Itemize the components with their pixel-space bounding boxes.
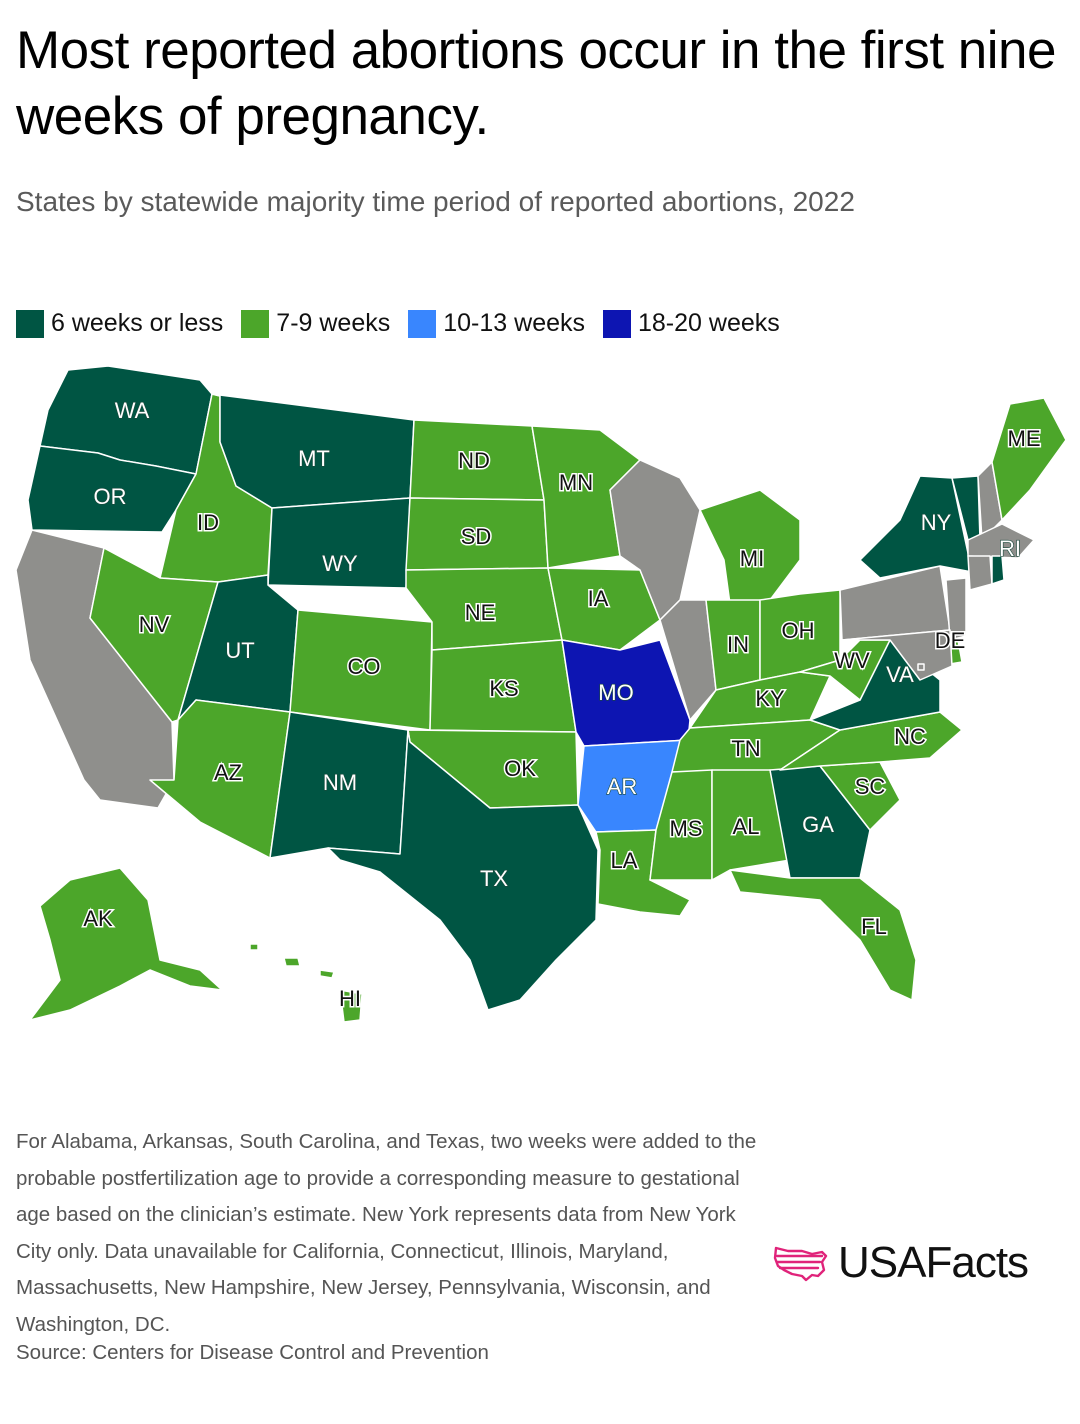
legend-swatch: [16, 309, 44, 338]
state-label-ms: MS: [670, 816, 703, 841]
state-nc: [779, 711, 963, 771]
us-choropleth-map: WA OR ID NV MT WY UT AZ CO NM ND SD NE KS OK TX MN IA MO AR…: [15, 365, 1067, 1023]
state-label-ar: AR: [607, 774, 638, 799]
state-hi: [249, 943, 363, 1023]
state-label-ia: IA: [588, 586, 609, 611]
state-label-az: AZ: [214, 760, 242, 785]
state-al: [711, 769, 791, 881]
legend-label: 10-13 weeks: [443, 309, 585, 337]
state-ak: [29, 867, 223, 1021]
state-dc: [917, 663, 925, 671]
state-label-ny: NY: [921, 510, 952, 535]
state-label-mn: MN: [559, 470, 593, 495]
state-label-de: DE: [935, 628, 966, 653]
state-label-nd: ND: [458, 448, 490, 473]
state-label-la: LA: [611, 848, 638, 873]
legend-label: 18-20 weeks: [638, 309, 780, 337]
legend-item: 6 weeks or less: [16, 309, 223, 338]
state-label-ri: RI: [999, 536, 1021, 561]
legend-swatch: [241, 309, 270, 338]
state-label-mt: MT: [298, 446, 330, 471]
legend: 6 weeks or less 7-9 weeks 10-13 weeks 18…: [16, 309, 798, 338]
state-me: [991, 397, 1067, 521]
state-label-fl: FL: [861, 914, 887, 939]
state-label-or: OR: [94, 484, 127, 509]
state-tx: [327, 729, 599, 1011]
usafacts-logo: USAFacts: [772, 1238, 1029, 1288]
chart-subtitle: States by statewide majority time period…: [16, 186, 855, 217]
state-label-sc: SC: [855, 774, 886, 799]
state-ia: [547, 567, 661, 651]
state-label-tn: TN: [731, 736, 760, 761]
state-nj: [945, 577, 967, 641]
state-ny: [859, 475, 973, 579]
state-label-wy: WY: [322, 551, 358, 576]
state-label-id: ID: [197, 510, 219, 535]
state-ct: [967, 555, 993, 591]
source-note: Source: Centers for Disease Control and …: [16, 1341, 489, 1364]
state-ri: [991, 555, 1005, 585]
state-pa: [839, 565, 951, 641]
state-label-co: CO: [348, 654, 381, 679]
legend-swatch: [408, 309, 437, 338]
state-label-al: AL: [733, 814, 760, 839]
state-label-ak: AK: [83, 906, 113, 931]
state-label-ks: KS: [489, 676, 518, 701]
state-label-ga: GA: [802, 812, 834, 837]
state-label-nv: NV: [139, 612, 170, 637]
legend-item: 18-20 weeks: [603, 309, 780, 338]
state-label-wa: WA: [115, 398, 150, 423]
state-label-ut: UT: [225, 638, 254, 663]
state-ms: [649, 769, 713, 881]
state-fl: [729, 869, 917, 1001]
state-label-in: IN: [727, 632, 749, 657]
state-az: [149, 699, 291, 859]
state-label-me: ME: [1008, 426, 1041, 451]
state-label-va: VA: [886, 662, 914, 687]
usafacts-flag-map-icon: [773, 1246, 828, 1282]
state-label-wv: WV: [834, 648, 870, 673]
state-label-nm: NM: [323, 770, 357, 795]
legend-swatch: [603, 309, 631, 338]
state-label-nc: NC: [894, 724, 926, 749]
state-label-sd: SD: [461, 524, 492, 549]
state-ma: [967, 523, 1035, 559]
state-label-ky: KY: [755, 686, 785, 711]
state-label-mo: MO: [598, 680, 633, 705]
logo-text: USAFacts: [838, 1238, 1029, 1287]
legend-label: 7-9 weeks: [276, 309, 391, 337]
state-label-mi: MI: [740, 546, 764, 571]
legend-label: 6 weeks or less: [51, 309, 224, 337]
state-label-hi: HI: [339, 986, 361, 1011]
state-label-ok: OK: [504, 756, 536, 781]
chart-title: Most reported abortions occur in the fir…: [16, 21, 1056, 146]
legend-item: 7-9 weeks: [241, 309, 390, 338]
legend-item: 10-13 weeks: [408, 309, 585, 338]
state-label-tx: TX: [480, 866, 508, 891]
state-mi: [699, 489, 801, 605]
state-label-oh: OH: [782, 618, 815, 643]
footnote: For Alabama, Arkansas, South Carolina, a…: [16, 1130, 757, 1336]
state-label-ne: NE: [465, 600, 496, 625]
